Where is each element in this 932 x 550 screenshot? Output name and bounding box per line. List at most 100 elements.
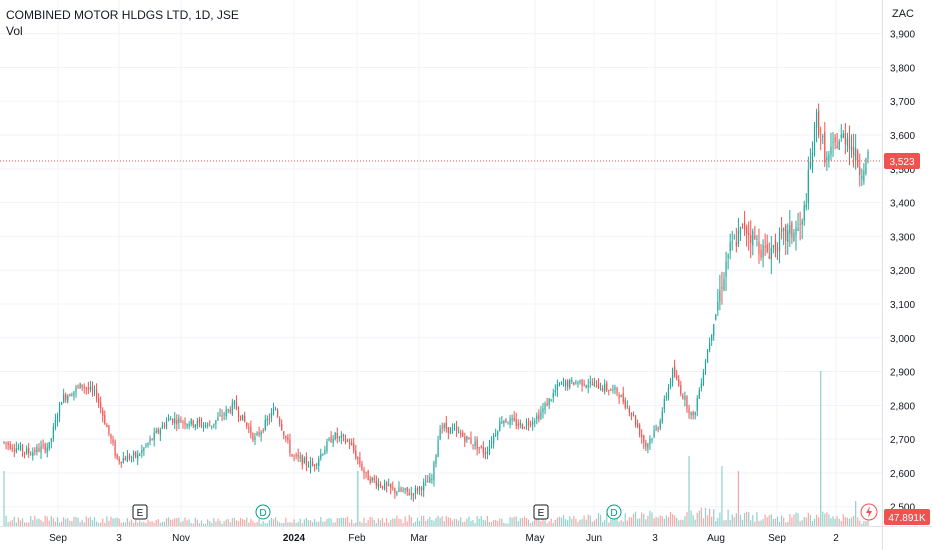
y-tick-label: 3,800 bbox=[890, 63, 915, 74]
dividend-marker[interactable] bbox=[255, 504, 271, 520]
candle-body bbox=[604, 384, 606, 392]
candle-body bbox=[472, 444, 474, 446]
volume-bar bbox=[770, 514, 772, 526]
candle-body bbox=[361, 463, 363, 470]
volume-bar bbox=[649, 510, 651, 526]
volume-bar bbox=[780, 515, 783, 526]
earnings-marker[interactable] bbox=[132, 504, 148, 520]
candle-body bbox=[643, 435, 645, 443]
volume-bar bbox=[671, 514, 674, 526]
candle-body bbox=[801, 220, 803, 225]
volume-bar bbox=[229, 522, 231, 526]
volume-bar bbox=[735, 512, 737, 526]
candle-body bbox=[279, 418, 281, 424]
volume-bar bbox=[404, 516, 406, 526]
candle-body bbox=[151, 438, 153, 440]
volume-bar bbox=[764, 514, 766, 526]
volume-bar bbox=[647, 515, 649, 526]
candle-body bbox=[435, 455, 437, 465]
candle-body bbox=[690, 412, 692, 416]
candle-body bbox=[717, 301, 719, 311]
volume-bar bbox=[842, 514, 844, 526]
candle-body bbox=[83, 386, 85, 388]
volume-bar bbox=[466, 518, 468, 526]
y-tick-label: 2,500 bbox=[890, 503, 915, 514]
volume-bar bbox=[258, 519, 260, 526]
volume-bar bbox=[89, 516, 92, 526]
candle-body bbox=[746, 226, 748, 234]
y-tick-label: 3,500 bbox=[890, 165, 915, 176]
volume-bar bbox=[655, 516, 657, 526]
candle-body bbox=[795, 226, 797, 236]
candle-body bbox=[608, 390, 610, 392]
volume-bar bbox=[135, 519, 137, 526]
volume-bar bbox=[830, 518, 832, 526]
candle-body bbox=[295, 454, 297, 456]
volume-bar bbox=[630, 517, 633, 526]
volume-bar bbox=[301, 523, 303, 526]
candle-body bbox=[464, 436, 466, 442]
volume-bar bbox=[581, 519, 583, 526]
candle-body bbox=[735, 241, 737, 247]
volume-bar bbox=[194, 517, 196, 526]
candle-body bbox=[311, 462, 314, 466]
volume-bar bbox=[414, 521, 417, 526]
volume-bar bbox=[328, 518, 330, 526]
candle-body bbox=[495, 434, 497, 436]
volume-bar bbox=[659, 515, 661, 526]
volume-bar bbox=[634, 511, 637, 526]
candle-body bbox=[402, 490, 404, 492]
volume-bar bbox=[614, 515, 616, 526]
volume-bar bbox=[299, 518, 301, 526]
candle-body bbox=[567, 380, 569, 387]
currency-label: ZAC bbox=[892, 8, 914, 20]
candle-body bbox=[441, 427, 443, 429]
candle-body bbox=[305, 456, 308, 466]
candle-body bbox=[13, 450, 15, 452]
volume-bar bbox=[402, 522, 404, 526]
volume-bar bbox=[852, 516, 855, 526]
candle-body bbox=[731, 241, 733, 243]
volume-bar bbox=[441, 516, 443, 526]
volume-bar bbox=[344, 517, 347, 526]
volume-bar bbox=[540, 521, 542, 526]
volume-bar bbox=[314, 518, 316, 526]
candle-body bbox=[449, 427, 452, 435]
candle-body bbox=[299, 456, 301, 458]
volume-bar bbox=[83, 522, 85, 526]
candle-body bbox=[599, 388, 602, 391]
volume-bar bbox=[36, 519, 38, 526]
candle-body bbox=[647, 443, 649, 449]
candle-body bbox=[297, 454, 299, 457]
volume-bar bbox=[359, 521, 361, 526]
volume-bar bbox=[846, 517, 849, 526]
volume-bar bbox=[832, 516, 834, 526]
candle-body bbox=[112, 439, 114, 444]
candle-body bbox=[346, 440, 349, 442]
volume-bar bbox=[505, 523, 507, 526]
volume-bar bbox=[785, 522, 787, 526]
candle-body bbox=[680, 385, 682, 394]
candle-body bbox=[595, 380, 598, 383]
candle-body bbox=[830, 146, 832, 155]
volume-bar bbox=[573, 515, 575, 526]
candle-body bbox=[248, 427, 250, 429]
earnings-marker[interactable] bbox=[533, 504, 549, 520]
candle-body bbox=[371, 477, 373, 481]
volume-bar bbox=[443, 521, 445, 526]
volume-bar bbox=[398, 518, 400, 526]
volume-bar bbox=[476, 516, 478, 526]
x-tick-label: Aug bbox=[707, 533, 725, 544]
dividend-marker[interactable] bbox=[606, 504, 622, 520]
volume-bar bbox=[330, 518, 332, 526]
volume-bar bbox=[270, 517, 273, 526]
volume-bar bbox=[400, 519, 402, 526]
volume-bar bbox=[750, 520, 752, 526]
x-tick-label: May bbox=[526, 533, 545, 544]
candle-body bbox=[227, 409, 229, 411]
volume-bar bbox=[618, 521, 620, 526]
candle-body bbox=[480, 446, 482, 448]
